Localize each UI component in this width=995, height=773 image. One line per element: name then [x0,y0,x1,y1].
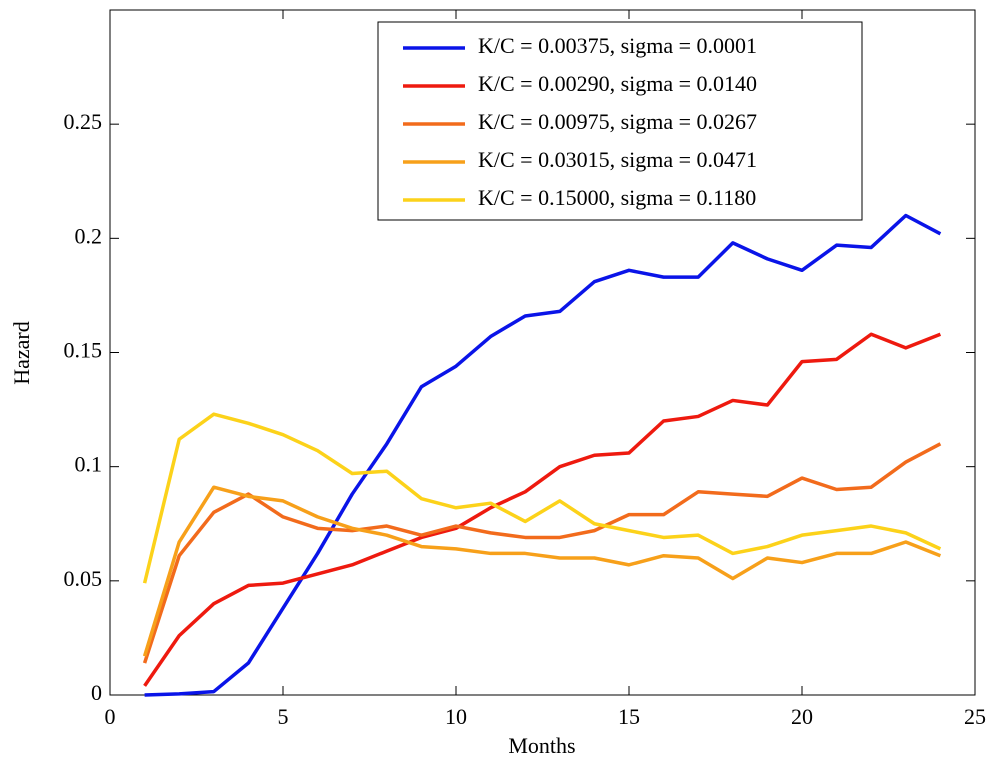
y-tick-label: 0.05 [64,566,103,591]
y-tick-label: 0.1 [75,452,103,477]
x-tick-label: 20 [791,704,813,729]
y-tick-label: 0.2 [75,223,103,248]
series-line [143,332,942,687]
x-tick-label: 15 [618,704,640,729]
series-line [142,485,942,657]
y-axis-label: Hazard [9,321,34,385]
legend-box [377,21,863,221]
series-line [144,213,942,697]
legend-label: K/C = 0.00375, sigma = 0.0001 [478,33,757,58]
x-axis-label: Months [508,733,575,758]
x-tick-label: 25 [964,704,986,729]
legend-label: K/C = 0.00975, sigma = 0.0267 [478,109,757,134]
x-tick-label: 5 [278,704,289,729]
legend-label: K/C = 0.00290, sigma = 0.0140 [478,71,757,96]
series-line [142,442,942,664]
y-tick-label: 0 [91,680,102,705]
legend-label: K/C = 0.15000, sigma = 0.1180 [478,185,756,210]
x-tick-label: 0 [105,704,116,729]
series-line [142,412,942,584]
y-tick-label: 0.15 [64,338,103,363]
legend-label: K/C = 0.03015, sigma = 0.0471 [478,147,757,172]
y-tick-label: 0.25 [64,109,103,134]
x-tick-label: 10 [445,704,467,729]
